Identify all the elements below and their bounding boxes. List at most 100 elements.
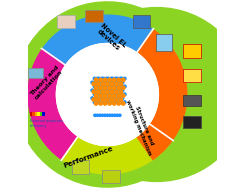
Circle shape [112,81,115,84]
Circle shape [99,94,102,97]
Circle shape [117,78,121,82]
Circle shape [92,90,96,93]
Circle shape [98,81,101,84]
Circle shape [105,89,107,92]
Circle shape [109,89,112,92]
Bar [37,112,40,116]
Circle shape [96,101,99,103]
Circle shape [98,85,100,88]
Circle shape [103,102,107,105]
Circle shape [110,90,114,93]
Circle shape [111,93,114,96]
Circle shape [105,93,108,96]
Circle shape [103,97,106,100]
Circle shape [110,101,112,103]
Circle shape [122,86,125,89]
Ellipse shape [66,8,245,181]
Bar [133,15,150,28]
Circle shape [123,101,126,103]
Circle shape [114,77,117,80]
Circle shape [114,93,117,96]
Circle shape [105,97,107,100]
Circle shape [117,94,121,97]
Circle shape [110,77,112,80]
Bar [184,69,201,82]
Circle shape [94,86,98,89]
Circle shape [97,90,100,93]
Circle shape [100,81,103,84]
Circle shape [121,93,123,96]
Circle shape [101,82,105,85]
Circle shape [112,86,116,89]
Circle shape [112,97,115,100]
Circle shape [103,86,107,89]
Wedge shape [62,124,172,174]
Circle shape [92,98,96,101]
Circle shape [123,93,126,96]
Circle shape [115,82,118,85]
Circle shape [119,82,123,85]
Circle shape [98,101,100,103]
Circle shape [119,90,123,93]
Circle shape [112,78,116,82]
Wedge shape [28,49,78,160]
Circle shape [56,43,159,146]
Circle shape [117,89,119,92]
Bar [73,160,89,174]
Circle shape [119,93,122,96]
Circle shape [99,102,102,105]
Circle shape [105,81,107,84]
Circle shape [98,97,101,100]
Circle shape [27,14,188,175]
Circle shape [96,114,98,116]
Circle shape [121,97,124,100]
Circle shape [112,102,116,105]
Circle shape [93,77,96,80]
Circle shape [99,78,102,82]
Circle shape [123,85,126,88]
Circle shape [105,77,108,80]
Circle shape [103,89,106,92]
Circle shape [94,89,97,92]
Circle shape [114,81,116,84]
Text: Theory and
calculation: Theory and calculation [29,65,64,101]
Circle shape [109,97,112,100]
Bar [156,35,172,51]
Circle shape [117,102,121,105]
Circle shape [91,97,94,100]
Circle shape [119,101,122,103]
Circle shape [103,78,107,82]
Circle shape [119,77,122,80]
Circle shape [118,89,121,92]
Circle shape [106,82,109,85]
Circle shape [91,81,94,84]
Circle shape [98,77,100,80]
Circle shape [117,86,121,89]
Circle shape [98,93,100,96]
Bar [28,67,43,78]
Circle shape [122,102,125,105]
Circle shape [114,85,117,88]
Circle shape [97,98,100,101]
Circle shape [94,97,97,100]
Circle shape [107,77,110,80]
Circle shape [121,85,123,88]
Circle shape [96,85,99,88]
Circle shape [108,78,111,82]
Circle shape [96,77,99,80]
Circle shape [96,89,98,92]
Circle shape [100,89,103,92]
Circle shape [94,94,98,97]
Circle shape [116,85,119,88]
Circle shape [116,101,119,103]
Bar [30,112,32,116]
Circle shape [111,101,114,103]
Wedge shape [32,2,160,94]
Circle shape [114,101,117,103]
Circle shape [119,98,123,101]
Bar [42,112,45,116]
Circle shape [93,85,96,88]
Circle shape [109,81,112,84]
Circle shape [122,78,125,82]
Circle shape [103,81,106,84]
